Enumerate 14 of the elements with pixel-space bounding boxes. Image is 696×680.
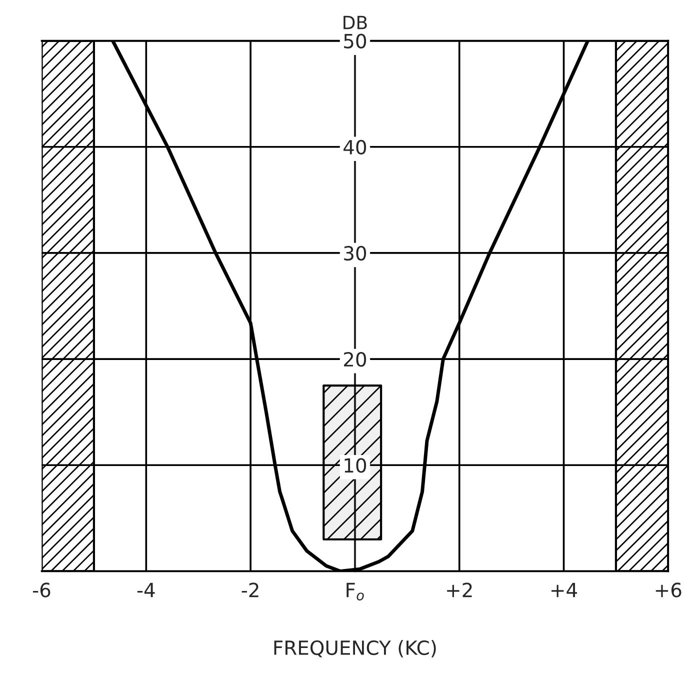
y-tick-label: 10 xyxy=(344,458,366,473)
y-tick-label: 40 xyxy=(344,140,366,155)
x-tick-label: F$_{o}$ xyxy=(346,582,364,600)
y-axis-title: DB xyxy=(344,16,367,30)
x-tick-label: -6 xyxy=(33,582,50,598)
x-tick-label: +2 xyxy=(447,582,472,598)
x-tick-label: -4 xyxy=(137,582,155,598)
x-axis-title: FREQUENCY (KC) xyxy=(274,640,436,658)
y-tick-label: 20 xyxy=(344,352,366,367)
x-tick-label: +6 xyxy=(656,582,682,598)
x-tick-label: +4 xyxy=(551,582,577,598)
y-tick-label: 30 xyxy=(344,246,366,261)
x-tick-label: -2 xyxy=(242,582,258,598)
y-tick-label: 50 xyxy=(344,34,366,48)
